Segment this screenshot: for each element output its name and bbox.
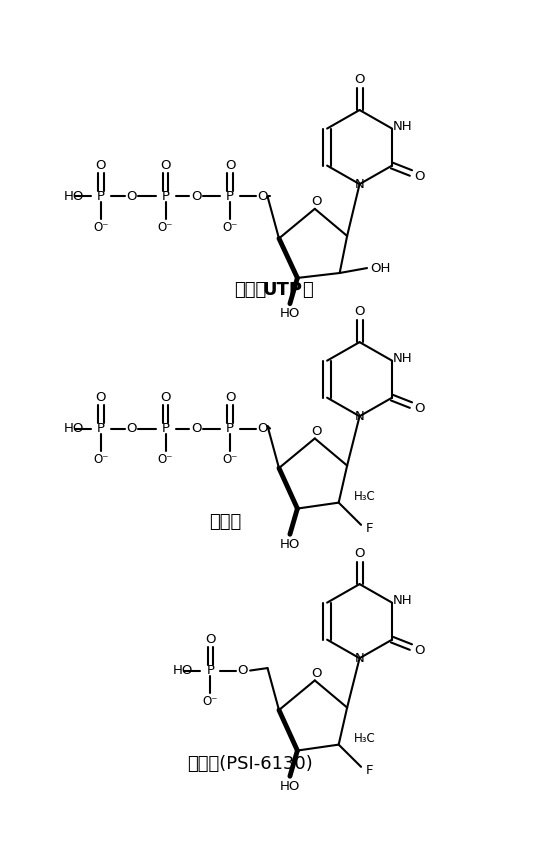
Text: HO: HO bbox=[280, 307, 300, 320]
Text: P: P bbox=[226, 422, 234, 435]
Text: 原料（: 原料（ bbox=[234, 281, 266, 299]
Text: N: N bbox=[355, 178, 365, 191]
Text: O: O bbox=[311, 195, 322, 208]
Text: N: N bbox=[355, 652, 365, 665]
Text: O: O bbox=[126, 422, 137, 435]
Text: O: O bbox=[311, 667, 322, 680]
Text: O: O bbox=[414, 644, 425, 657]
Text: O: O bbox=[354, 305, 365, 318]
Text: HO: HO bbox=[63, 190, 84, 203]
Text: O: O bbox=[414, 402, 425, 415]
Text: O⁻: O⁻ bbox=[202, 694, 218, 707]
Text: O: O bbox=[225, 391, 235, 404]
Text: O⁻: O⁻ bbox=[93, 220, 109, 233]
Text: F: F bbox=[366, 764, 373, 777]
Text: O: O bbox=[354, 547, 365, 560]
Text: O: O bbox=[191, 190, 202, 203]
Text: P: P bbox=[226, 190, 234, 203]
Text: P: P bbox=[97, 190, 105, 203]
Text: O: O bbox=[205, 633, 216, 646]
Text: O: O bbox=[160, 391, 171, 404]
Text: O: O bbox=[126, 190, 137, 203]
Text: HO: HO bbox=[280, 538, 300, 551]
Text: P: P bbox=[206, 664, 214, 677]
Text: O: O bbox=[311, 425, 322, 438]
Text: P: P bbox=[97, 422, 105, 435]
Text: P: P bbox=[162, 422, 169, 435]
Text: O: O bbox=[96, 391, 106, 404]
Text: O: O bbox=[225, 159, 235, 172]
Text: O: O bbox=[238, 664, 248, 677]
Text: NH: NH bbox=[393, 120, 413, 133]
Text: O⁻: O⁻ bbox=[158, 220, 173, 233]
Text: ）: ） bbox=[302, 281, 313, 299]
Text: F: F bbox=[366, 522, 373, 535]
Text: O: O bbox=[414, 170, 425, 183]
Text: O: O bbox=[160, 159, 171, 172]
Text: O: O bbox=[354, 73, 365, 86]
Text: O⁻: O⁻ bbox=[223, 453, 238, 466]
Text: UTP: UTP bbox=[262, 281, 302, 299]
Text: N: N bbox=[355, 410, 365, 423]
Text: O⁻: O⁻ bbox=[93, 453, 109, 466]
Text: OH: OH bbox=[370, 262, 390, 275]
Text: O⁻: O⁻ bbox=[223, 220, 238, 233]
Text: O: O bbox=[257, 190, 268, 203]
Text: HO: HO bbox=[173, 664, 193, 677]
Text: NH: NH bbox=[393, 594, 413, 607]
Text: O: O bbox=[191, 422, 202, 435]
Text: HO: HO bbox=[280, 779, 300, 792]
Text: HO: HO bbox=[63, 422, 84, 435]
Text: 类似物: 类似物 bbox=[209, 513, 241, 531]
Text: O⁻: O⁻ bbox=[158, 453, 173, 466]
Text: 抑制剂(PSI-6130): 抑制剂(PSI-6130) bbox=[187, 755, 313, 773]
Text: NH: NH bbox=[393, 352, 413, 365]
Text: H₃C: H₃C bbox=[354, 490, 375, 503]
Text: P: P bbox=[162, 190, 169, 203]
Text: O: O bbox=[257, 422, 268, 435]
Text: H₃C: H₃C bbox=[354, 733, 375, 746]
Text: O: O bbox=[96, 159, 106, 172]
